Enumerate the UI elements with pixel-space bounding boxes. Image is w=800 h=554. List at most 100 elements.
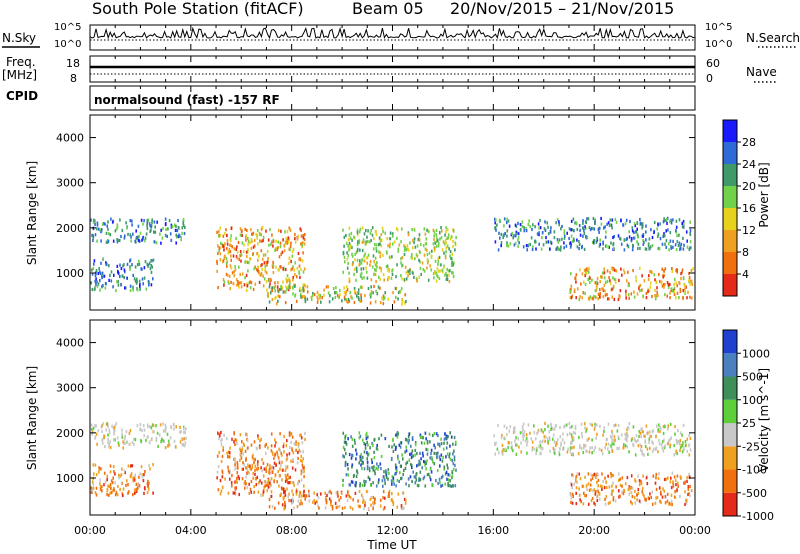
velocity-cell bbox=[669, 443, 672, 447]
power-cell bbox=[245, 288, 248, 292]
velocity-cell bbox=[449, 484, 451, 488]
power-cell bbox=[343, 244, 345, 248]
power-cell bbox=[548, 232, 550, 236]
power-cell bbox=[170, 223, 173, 227]
velocity-cell bbox=[502, 448, 505, 452]
power-cell bbox=[679, 287, 682, 291]
power-cell bbox=[374, 300, 377, 304]
velocity-cell bbox=[631, 486, 634, 490]
velocity-cell bbox=[403, 506, 405, 510]
velocity-cell bbox=[239, 458, 241, 462]
velocity-cell bbox=[444, 472, 447, 476]
power-cell bbox=[669, 239, 672, 243]
sky-tick-high: 10^5 bbox=[54, 22, 81, 33]
velocity-cell bbox=[288, 498, 290, 503]
power-cell bbox=[348, 226, 351, 230]
velocity-cell bbox=[108, 428, 111, 432]
velocity-cell bbox=[343, 440, 346, 444]
power-cell bbox=[280, 265, 282, 269]
velocity-cell bbox=[356, 471, 359, 475]
power-cell bbox=[597, 227, 600, 232]
velocity-cell bbox=[637, 491, 640, 495]
velocity-cell bbox=[167, 444, 169, 448]
velocity-cell bbox=[271, 505, 274, 509]
power-cell bbox=[247, 269, 249, 273]
velocity-cell bbox=[366, 467, 369, 471]
power-cell bbox=[504, 232, 506, 236]
power-cell bbox=[439, 269, 441, 273]
velocity-cell bbox=[439, 464, 441, 468]
power-cell bbox=[439, 237, 441, 241]
power-cell bbox=[236, 250, 239, 254]
velocity-cell bbox=[292, 459, 294, 463]
velocity-cell bbox=[259, 439, 261, 443]
velocity-cell bbox=[148, 481, 150, 485]
power-cell bbox=[555, 221, 557, 225]
velocity-cell bbox=[616, 429, 619, 433]
power-cell bbox=[379, 238, 381, 242]
velocity-cell bbox=[650, 434, 653, 438]
power-cell bbox=[235, 247, 237, 251]
power-cell bbox=[680, 242, 683, 246]
power-cell bbox=[184, 225, 186, 229]
power-cell bbox=[437, 260, 439, 264]
power-cell bbox=[649, 269, 651, 274]
power-cell bbox=[673, 286, 676, 290]
velocity-cell bbox=[401, 507, 404, 511]
velocity-cell bbox=[521, 431, 523, 435]
velocity-cell bbox=[257, 490, 260, 494]
power-cell bbox=[544, 220, 546, 224]
velocity-cell bbox=[610, 474, 612, 479]
power-cell bbox=[339, 293, 341, 297]
velocity-cell bbox=[298, 493, 301, 497]
power-cell bbox=[236, 256, 239, 260]
power-cell bbox=[93, 259, 96, 263]
velocity-cell bbox=[113, 488, 116, 492]
power-cell bbox=[593, 294, 595, 299]
power-cell bbox=[639, 221, 642, 225]
power-cell bbox=[123, 268, 126, 272]
velocity-cell bbox=[500, 435, 503, 440]
power-cell bbox=[266, 260, 269, 264]
power-cell bbox=[657, 293, 659, 298]
power-cell bbox=[257, 242, 259, 246]
velocity-cell bbox=[655, 435, 657, 439]
velocity-cell bbox=[633, 437, 636, 441]
power-cell bbox=[681, 225, 684, 229]
velocity-cell bbox=[544, 428, 546, 432]
velocity-cell bbox=[146, 482, 149, 486]
velocity-cell bbox=[631, 502, 633, 506]
power-cell bbox=[288, 277, 290, 281]
power-cell bbox=[614, 278, 617, 282]
velocity-cell bbox=[556, 441, 558, 446]
velocity-cell bbox=[570, 500, 572, 504]
velocity-cell bbox=[558, 447, 561, 451]
power-cell bbox=[96, 284, 99, 288]
power-cell bbox=[250, 238, 253, 242]
power-cell bbox=[447, 269, 450, 273]
velocity-cell bbox=[644, 444, 647, 449]
power-cell bbox=[280, 252, 282, 256]
velocity-cell bbox=[618, 446, 620, 450]
power-cell bbox=[426, 228, 428, 232]
velocity-cell bbox=[666, 499, 669, 503]
power-cell bbox=[384, 231, 386, 235]
velocity-cell bbox=[634, 453, 637, 457]
velocity-cell bbox=[117, 473, 120, 477]
velocity-cell bbox=[216, 454, 219, 458]
power-cell bbox=[296, 275, 298, 279]
velocity-cell bbox=[158, 433, 161, 437]
velocity-cell bbox=[372, 501, 374, 505]
power-cell bbox=[356, 258, 359, 262]
power-cell bbox=[116, 223, 119, 227]
velocity-cell bbox=[239, 447, 241, 451]
velocity-cell bbox=[651, 502, 654, 506]
power-cell bbox=[665, 229, 667, 233]
velocity-cell bbox=[124, 434, 126, 438]
power-cell bbox=[266, 271, 268, 275]
power-cell bbox=[142, 282, 144, 286]
velocity-cell bbox=[400, 477, 402, 481]
velocity-cell bbox=[599, 424, 601, 428]
power-cell bbox=[243, 243, 245, 247]
power-cell bbox=[329, 294, 331, 298]
